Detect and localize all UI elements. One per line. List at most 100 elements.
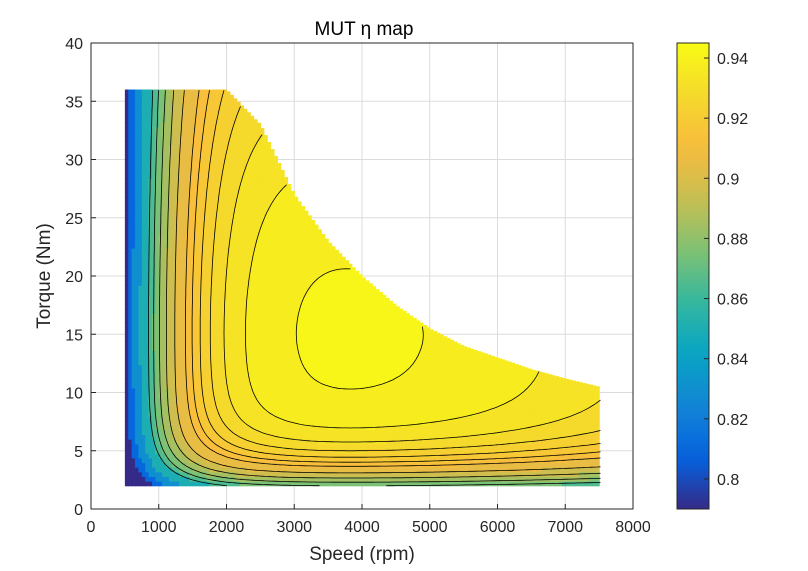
contour-cell <box>155 210 160 217</box>
contour-cell <box>253 187 258 193</box>
contour-cell <box>182 308 187 314</box>
contour-cell <box>182 303 187 310</box>
contour-cell <box>162 126 167 133</box>
contour-cell <box>141 285 146 291</box>
contour-cell <box>145 453 150 459</box>
contour-cell <box>151 178 156 184</box>
contour-cell <box>155 234 160 240</box>
contour-cell <box>263 303 268 310</box>
contour-cell <box>202 126 207 133</box>
contour-cell <box>301 420 306 426</box>
contour-cell <box>250 457 255 463</box>
contour-cell <box>270 150 275 156</box>
contour-cell <box>229 420 234 426</box>
contour-cell <box>263 415 268 422</box>
contour-cell <box>321 420 326 426</box>
contour-cell <box>196 150 200 156</box>
contour-cell <box>148 271 153 277</box>
contour-cell <box>209 187 214 193</box>
contour-cell <box>226 126 231 133</box>
contour-cell <box>179 210 184 217</box>
contour-cell <box>165 294 170 300</box>
contour-cell <box>280 476 285 482</box>
contour-cell <box>246 434 251 440</box>
contour-cell <box>331 392 336 398</box>
contour-cell <box>253 122 258 128</box>
contour-cell <box>277 257 282 263</box>
contour-cell <box>297 271 302 277</box>
contour-cell <box>260 289 265 296</box>
contour-cell <box>209 327 214 333</box>
contour-cell <box>287 294 292 300</box>
contour-cell <box>314 457 319 463</box>
contour-cell <box>270 373 275 380</box>
contour-cell <box>192 117 197 123</box>
contour-cell <box>345 443 350 450</box>
contour-cell <box>179 164 184 170</box>
contour-cell <box>138 299 143 305</box>
contour-cell <box>297 401 302 408</box>
contour-cell <box>223 182 228 189</box>
contour-cell <box>219 229 224 235</box>
contour-cell <box>240 336 245 342</box>
contour-cell <box>206 280 211 286</box>
contour-cell <box>219 336 224 342</box>
contour-cell <box>175 154 180 161</box>
contour-cell <box>206 210 211 217</box>
contour-cell <box>165 89 170 91</box>
contour-cell <box>226 234 231 240</box>
contour-cell <box>236 234 241 240</box>
contour-cell <box>314 471 319 477</box>
contour-cell <box>182 276 187 282</box>
contour-cell <box>124 448 129 454</box>
contour-cell <box>328 383 333 389</box>
contour-cell <box>260 471 265 477</box>
contour-cell <box>229 313 234 319</box>
contour-cell <box>338 294 343 300</box>
contour-cell <box>192 108 197 114</box>
contour-cell <box>277 453 282 459</box>
contour-cell <box>294 359 299 366</box>
contour-cell <box>185 243 190 249</box>
contour-cell <box>287 192 292 198</box>
contour-cell <box>131 322 136 328</box>
contour-cell <box>151 415 156 422</box>
contour-cell <box>324 294 329 300</box>
contour-cell <box>277 164 282 170</box>
contour-cell <box>240 364 245 370</box>
contour-cell <box>175 206 180 212</box>
contour-cell <box>189 196 194 203</box>
contour-cell <box>196 289 200 296</box>
contour-cell <box>216 359 221 366</box>
contour-cell <box>135 145 140 151</box>
contour-cell <box>311 401 316 408</box>
contour-cell <box>196 159 200 165</box>
contour-cell <box>301 457 306 463</box>
contour-cell <box>202 243 207 249</box>
contour-cell <box>301 392 306 398</box>
contour-cell <box>284 271 289 277</box>
contour-cell <box>128 257 133 263</box>
contour-cell <box>284 415 289 422</box>
contour-cell <box>273 401 278 408</box>
contour-cell <box>311 238 316 244</box>
contour-cell <box>192 345 197 352</box>
contour-cell <box>151 145 156 151</box>
contour-cell <box>328 420 333 426</box>
contour-cell <box>135 336 140 342</box>
contour-cell <box>250 341 255 347</box>
contour-cell <box>175 210 180 217</box>
contour-cell <box>223 387 228 394</box>
contour-cell <box>270 299 275 305</box>
contour-cell <box>246 331 251 338</box>
contour-cell <box>182 220 187 226</box>
contour-cell <box>284 294 289 300</box>
contour-cell <box>145 229 150 235</box>
contour-cell <box>128 215 133 221</box>
contour-cell <box>138 108 143 114</box>
contour-cell <box>199 350 204 356</box>
contour-cell <box>196 299 200 305</box>
contour-cell <box>240 280 245 286</box>
contour-cell <box>219 266 224 272</box>
contour-cell <box>236 387 241 394</box>
